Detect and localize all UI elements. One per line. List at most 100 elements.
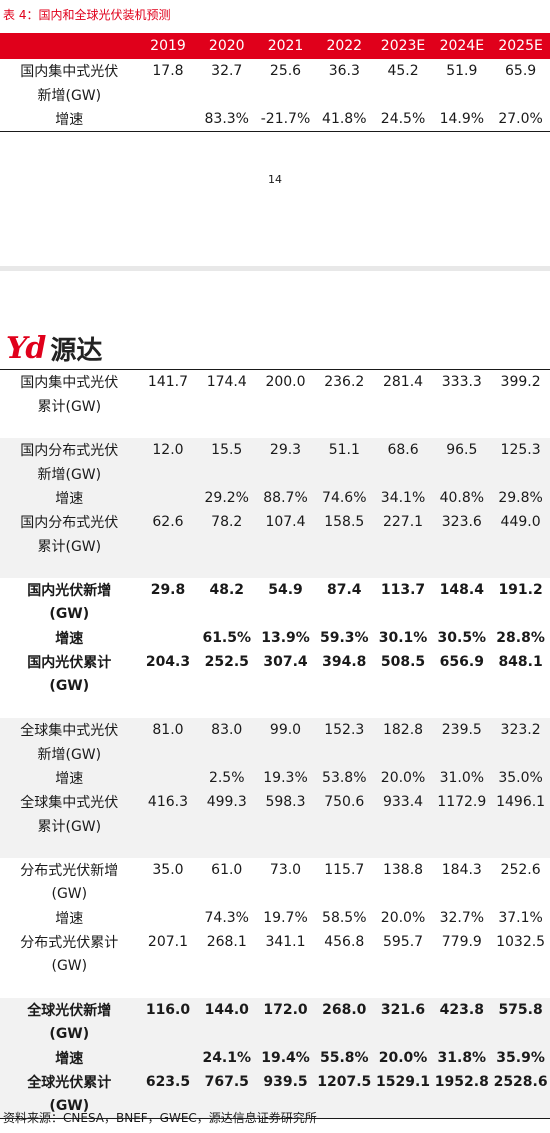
empty-cell [432,602,492,626]
table-cell: 25.6 [256,59,315,83]
table-cell: 17.8 [138,59,198,83]
spacer-cell [0,978,139,998]
column-header: 2024E [432,33,492,59]
empty-cell [314,742,374,766]
table-cell: 779.9 [432,930,492,954]
empty-cell [138,602,198,626]
table-cell: 1529.1 [373,1070,433,1094]
table-cell: 29.8 [138,578,198,602]
empty-cell [138,83,198,107]
table-cell: 399.2 [491,369,550,394]
row-label-cont: (GW) [0,954,139,978]
spacer-cell [373,838,433,858]
table-cell: 87.4 [314,578,374,602]
row-label: 全球光伏新增 [0,998,139,1022]
table-cell: 2528.6 [491,1070,550,1094]
table-cell: 58.5% [314,906,374,930]
empty-cell [373,462,433,486]
table-cell: 59.3% [314,626,374,650]
empty-cell [491,602,550,626]
table-cell: 191.2 [491,578,550,602]
empty-cell [197,602,257,626]
spacer-cell [138,838,198,858]
empty-cell [491,462,550,486]
table-row: 全球光伏新增 116.0 144.0 172.0 268.0 321.6 423.8 575.… [0,998,550,1022]
empty-cell [373,954,433,978]
spacer-cell [197,838,257,858]
empty-cell [256,602,315,626]
table-cell: 68.6 [373,438,433,462]
row-label-cont: 新增(GW) [0,742,139,766]
empty-cell [197,954,257,978]
table-cell: 575.8 [491,998,550,1022]
table-cell: 41.8% [314,107,374,132]
empty-cell [314,814,374,838]
table-cell: 281.4 [373,369,433,394]
row-label-cont: (GW) [0,674,139,698]
table-cell: 508.5 [373,650,433,674]
empty-cell [314,462,374,486]
empty-cell [432,1022,492,1046]
table-cell: 31.8% [432,1046,492,1070]
table-cell: 939.5 [256,1070,315,1094]
table-cell: 341.1 [256,930,315,954]
row-label: 国内分布式光伏 [0,438,139,462]
table-cell: 51.9 [432,59,492,83]
spacer-cell [314,838,374,858]
table-row: 增速 61.5% 13.9% 59.3% 30.1% 30.5% 28.8% [0,626,550,650]
table-cell: 138.8 [373,858,433,882]
table-cell: 307.4 [256,650,315,674]
empty-cell [314,1022,374,1046]
table-cell: 96.5 [432,438,492,462]
spacer-cell [0,558,139,578]
empty-cell [491,954,550,978]
spacer-cell [138,558,198,578]
table-cell: 107.4 [256,510,315,534]
table-cell: 333.3 [432,369,492,394]
table-cell [138,766,198,790]
spacer-cell [256,558,315,578]
empty-cell [197,394,257,418]
empty-cell [491,814,550,838]
table-cell: 323.2 [491,718,550,742]
row-label: 国内光伏累计 [0,650,139,674]
table-row-cont: 新增(GW) [0,83,550,107]
spacer-cell [0,418,139,438]
table-cell: 51.1 [314,438,374,462]
spacer-cell [138,978,198,998]
row-label-cont: (GW) [0,1022,139,1046]
spacer-cell [197,558,257,578]
empty-cell [373,394,433,418]
table-cell [138,626,198,650]
spacer-cell [373,698,433,718]
column-header: 2022 [314,33,374,59]
table-row-cont: (GW) [0,1022,550,1046]
table-row: 增速 83.3% -21.7% 41.8% 24.5% 14.9% 27.0% [0,107,550,132]
empty-cell [256,83,315,107]
spacer-cell [0,838,139,858]
table-cell: 65.9 [491,59,550,83]
row-label: 全球集中式光伏 [0,718,139,742]
table-cell: 40.8% [432,486,492,510]
table-cell: 115.7 [314,858,374,882]
spacer-cell [373,558,433,578]
table-cell: -21.7% [256,107,315,132]
table-row: 增速 24.1% 19.4% 55.8% 20.0% 31.8% 35.9% [0,1046,550,1070]
empty-cell [138,394,198,418]
table-cell: 83.0 [197,718,257,742]
table-cell: 174.4 [197,369,257,394]
row-label-cont: (GW) [0,1094,139,1119]
empty-cell [138,882,198,906]
table-row: 增速 74.3% 19.7% 58.5% 20.0% 32.7% 37.1% [0,906,550,930]
column-header: 2025E [491,33,550,59]
row-label: 国内分布式光伏 [0,510,139,534]
empty-cell [256,814,315,838]
table-cell: 323.6 [432,510,492,534]
table-cell: 45.2 [373,59,433,83]
table-cell: 20.0% [373,906,433,930]
empty-cell [256,742,315,766]
table-row: 国内集中式光伏 141.7 174.4 200.0 236.2 281.4 333.3 399… [0,369,550,394]
row-label: 增速 [0,766,139,790]
row-label: 全球光伏累计 [0,1070,139,1094]
table-cell: 14.9% [432,107,492,132]
